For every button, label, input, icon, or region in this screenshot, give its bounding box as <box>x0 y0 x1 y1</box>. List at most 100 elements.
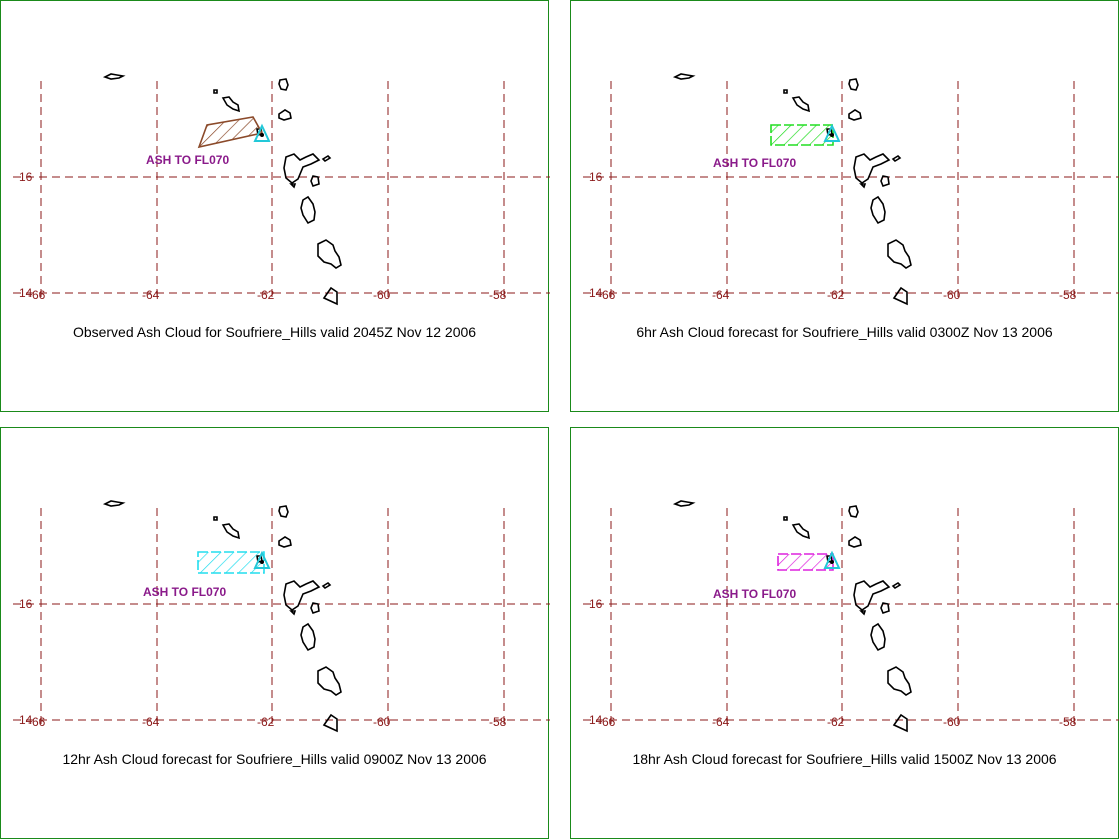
antigua-island <box>278 78 289 91</box>
lat-tick-16: 16 <box>19 597 33 611</box>
lon-tick-64: -64 <box>712 288 730 302</box>
lon-tick-62: -62 <box>257 715 275 729</box>
volcano-vent <box>830 133 834 137</box>
guadeloupe-island <box>283 580 321 611</box>
st-kitts-island <box>791 96 811 113</box>
lon-tick-64: -64 <box>142 288 160 302</box>
st-croix-island <box>672 73 696 80</box>
volcano-triangle <box>253 550 271 569</box>
lon-tick-60: -60 <box>943 715 961 729</box>
volcano-icon <box>253 550 271 569</box>
panel-caption: 18hr Ash Cloud forecast for Soufriere_Hi… <box>632 751 1057 767</box>
ash-cloud-polygon <box>197 116 264 149</box>
panel-caption: Observed Ash Cloud for Soufriere_Hills v… <box>72 324 477 340</box>
st-kitts-island <box>221 523 241 540</box>
st-lucia-island <box>892 286 908 306</box>
lon-tick-60: -60 <box>373 715 391 729</box>
st-lucia-island <box>322 713 338 733</box>
martinique-island <box>317 239 342 269</box>
lat-tick-16: 16 <box>589 170 603 184</box>
desirade-island <box>321 154 332 163</box>
lat-lon-grid <box>583 81 1119 297</box>
ash-level-label: ASH TO FL070 <box>146 153 229 167</box>
ash-map-panel-18hr: ASH TO FL070 16 14 -66 -64 -62 -60 -58 1… <box>570 427 1119 839</box>
barbuda-island <box>848 109 862 121</box>
lon-tick-64: -64 <box>142 715 160 729</box>
volcano-icon <box>823 123 841 142</box>
coastlines <box>102 500 342 733</box>
ash-map-panel-6hr: ASH TO FL070 16 14 -66 -64 -62 -60 -58 6… <box>570 0 1119 412</box>
barbuda-island <box>848 536 862 548</box>
lon-tick-58: -58 <box>1059 715 1077 729</box>
volcano-triangle <box>823 550 841 569</box>
ash-level-label: ASH TO FL070 <box>143 585 226 599</box>
lat-lon-grid <box>583 508 1119 724</box>
volcano-icon <box>253 123 271 142</box>
panel-caption: 12hr Ash Cloud forecast for Soufriere_Hi… <box>62 751 487 767</box>
ash-cloud-polygon <box>777 553 834 571</box>
barbuda-island <box>278 109 292 121</box>
lon-tick-66: -66 <box>28 288 46 302</box>
ash-level-label: ASH TO FL070 <box>713 587 796 601</box>
coastlines <box>672 73 912 306</box>
saba-island <box>213 89 218 94</box>
lat-tick-14: 14 <box>19 286 33 300</box>
coastlines <box>672 500 912 733</box>
marie-galante-island <box>310 175 320 187</box>
saba-island <box>783 516 788 521</box>
ash-level-label: ASH TO FL070 <box>713 156 796 170</box>
lon-tick-62: -62 <box>827 288 845 302</box>
ash-cloud <box>197 551 265 574</box>
guadeloupe-island <box>853 153 891 184</box>
map-canvas: ASH TO FL070 16 14 -66 -64 -62 -60 -58 <box>583 73 1119 306</box>
volcano-vent <box>830 560 834 564</box>
lon-tick-58: -58 <box>489 715 507 729</box>
lon-tick-66: -66 <box>598 715 616 729</box>
desirade-island <box>891 154 902 163</box>
volcano-vent <box>260 133 264 137</box>
lat-tick-16: 16 <box>19 170 33 184</box>
lat-lon-grid <box>13 508 550 724</box>
lon-tick-58: -58 <box>489 288 507 302</box>
volcano-icon <box>823 550 841 569</box>
dominica-island <box>870 195 886 225</box>
st-lucia-island <box>892 713 908 733</box>
st-croix-island <box>102 73 126 80</box>
guadeloupe-island <box>283 153 321 184</box>
ash-map-panel-12hr: ASH TO FL070 16 14 -66 -64 -62 -60 -58 1… <box>0 427 550 839</box>
st-kitts-island <box>221 96 241 113</box>
st-croix-island <box>102 500 126 507</box>
st-kitts-island <box>791 523 811 540</box>
lon-tick-62: -62 <box>257 288 275 302</box>
desirade-island <box>891 581 902 590</box>
antigua-island <box>278 505 289 518</box>
map-canvas: ASH TO FL070 16 14 -66 -64 -62 -60 -58 <box>583 500 1119 733</box>
coastlines <box>102 73 342 306</box>
lon-tick-60: -60 <box>943 288 961 302</box>
lon-tick-62: -62 <box>827 715 845 729</box>
les-saintes-island <box>859 183 867 189</box>
lat-tick-16: 16 <box>589 597 603 611</box>
lon-tick-66: -66 <box>28 715 46 729</box>
dominica-island <box>300 195 316 225</box>
volcano-triangle <box>823 123 841 142</box>
st-croix-island <box>672 500 696 507</box>
dominica-island <box>870 622 886 652</box>
lat-tick-14: 14 <box>19 713 33 727</box>
martinique-island <box>887 239 912 269</box>
ash-cloud <box>777 553 834 571</box>
guadeloupe-island <box>853 580 891 611</box>
ash-cloud <box>197 116 264 149</box>
antigua-island <box>848 505 859 518</box>
marie-galante-island <box>880 175 890 187</box>
les-saintes-island <box>289 610 297 616</box>
antigua-island <box>848 78 859 91</box>
dominica-island <box>300 622 316 652</box>
les-saintes-island <box>859 610 867 616</box>
desirade-island <box>321 581 332 590</box>
saba-island <box>783 89 788 94</box>
map-canvas: ASH TO FL070 16 14 -66 -64 -62 -60 -58 <box>13 500 550 733</box>
lon-tick-58: -58 <box>1059 288 1077 302</box>
ash-map-panel-observed: ASH TO FL070 16 14 -66 -64 -62 -60 -58 O… <box>0 0 550 412</box>
lon-tick-60: -60 <box>373 288 391 302</box>
